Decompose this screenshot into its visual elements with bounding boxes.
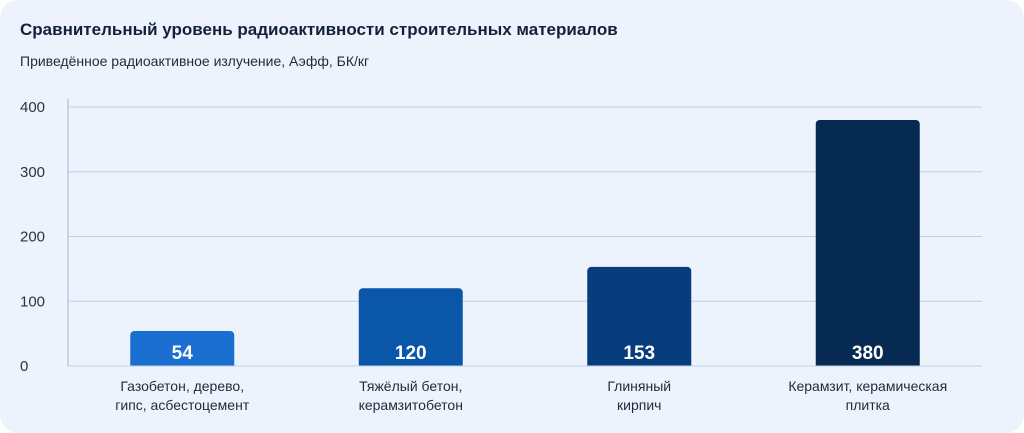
y-tick-label: 0 bbox=[20, 358, 28, 375]
baseline-mask bbox=[69, 366, 983, 371]
category-label-line: Глиняный bbox=[607, 378, 671, 394]
bar bbox=[587, 266, 692, 369]
y-tick-label: 100 bbox=[20, 293, 45, 310]
y-tick-label: 400 bbox=[20, 99, 45, 116]
category-label-line: Керамзит, керамическая bbox=[788, 378, 947, 394]
bar bbox=[358, 288, 463, 369]
category-label-line: плитка bbox=[846, 397, 890, 413]
category-label-line: Газобетон, дерево, bbox=[120, 378, 244, 394]
y-tick-label: 300 bbox=[20, 164, 45, 181]
bar-value-label: 153 bbox=[623, 343, 655, 364]
y-tick-label: 200 bbox=[20, 229, 45, 246]
chart-subtitle: Приведённое радиоактивное излучение, Аэф… bbox=[20, 53, 370, 69]
category-label-line: гипс, асбестоцемент bbox=[115, 397, 250, 413]
category-label-line: керамзитобетон bbox=[359, 397, 463, 413]
bar-value-label: 120 bbox=[395, 343, 427, 364]
category-label-line: кирпич bbox=[617, 397, 661, 413]
category-label: Газобетон, дерево, гипс, асбестоцемент bbox=[115, 378, 250, 413]
bar bbox=[130, 331, 235, 369]
category-label-line: Тяжёлый бетон, bbox=[359, 378, 462, 394]
bar bbox=[815, 119, 920, 369]
chart-title: Сравнительный уровень радиоактивности ст… bbox=[20, 20, 618, 39]
bar-value-label: 380 bbox=[852, 343, 884, 364]
category-label: Керамзит, керамическая плитка bbox=[788, 378, 947, 413]
bar-value-label: 54 bbox=[172, 343, 194, 364]
category-label: Глиняный кирпич bbox=[607, 378, 671, 413]
category-label: Тяжёлый бетон, керамзитобетон bbox=[359, 378, 463, 413]
